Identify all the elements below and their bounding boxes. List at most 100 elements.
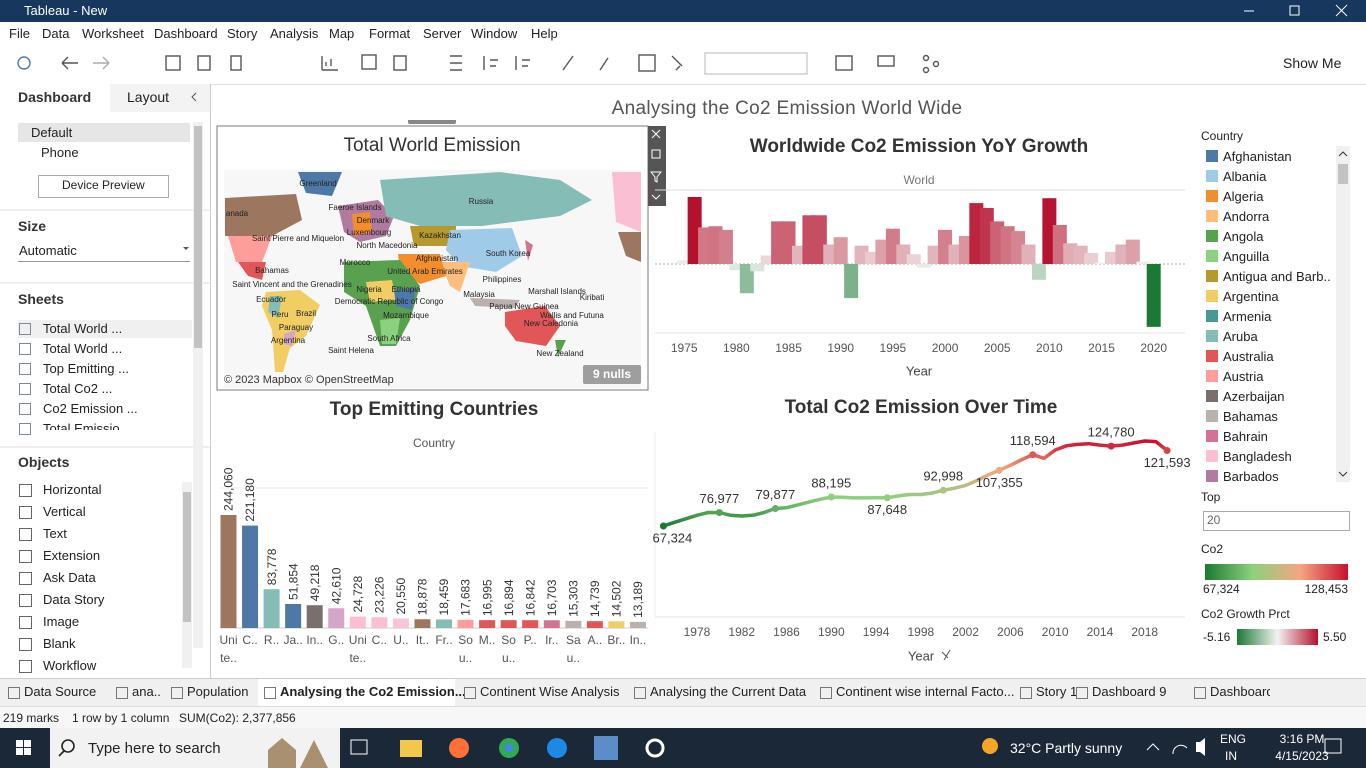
legend-swatch [1206,330,1218,342]
value-label: 221,180 [243,478,257,522]
device-preview-button[interactable] [38,175,169,198]
sheet-tab[interactable]: Continent wise internal Facto... [836,684,1015,699]
x-tick-label: 1985 [775,341,802,355]
sheet-tab[interactable]: Dashboard 9 [1092,684,1167,699]
point [715,509,723,517]
sheet-tab[interactable]: Analysing the Co2 Emission... [280,684,466,699]
menu-item[interactable]: Data [42,26,70,41]
sheet-item[interactable]: Top Emitting ... [43,361,129,376]
legend-item[interactable]: Armenia [1223,309,1272,324]
weather[interactable]: 32°C Partly sunny [1010,740,1123,756]
legend-item[interactable]: Angola [1223,229,1264,244]
window-controls[interactable] [1236,2,1356,20]
map-label: Kiribati [580,293,605,302]
menu-item[interactable]: Server [423,26,462,41]
legend-range-label: 128,453 [1304,582,1348,596]
menu-item[interactable]: Story [227,26,258,41]
top-value[interactable]: 20 [1207,513,1221,527]
bar [586,621,603,628]
legend-swatch [1206,170,1218,182]
clock-time[interactable]: 3:16 PM [1279,732,1325,746]
object-item[interactable]: Vertical [43,504,86,519]
sheet-item[interactable]: Co2 Emission ... [43,401,138,416]
point [1029,451,1037,459]
sheet-tab[interactable]: Dashboard [1210,684,1270,699]
side-tab[interactable]: Dashboard [18,89,92,105]
x-tick-label: 2015 [1088,341,1115,355]
legend-item[interactable]: Austria [1223,369,1264,384]
legend-item[interactable]: Algeria [1223,189,1264,204]
legend-item[interactable]: Afghanistan [1223,149,1292,164]
side-tab[interactable]: Layout [127,89,170,105]
point [827,493,835,501]
bar [1084,253,1099,264]
category-label: Sa u.. [565,633,581,665]
sheet-tab[interactable]: Continent Wise Analysis [480,684,620,699]
legend-item[interactable]: Andorra [1223,209,1270,224]
bar [392,618,409,628]
device-preview-label[interactable]: Device Preview [62,178,145,192]
object-item[interactable]: Image [43,614,80,629]
legend-item[interactable]: Barbados [1223,469,1279,484]
menu-item[interactable]: Worksheet [82,26,144,41]
legend-item[interactable]: Bahrain [1223,429,1268,444]
device-option[interactable]: Phone [41,145,79,160]
object-item[interactable]: Blank [43,636,76,651]
sheet-item[interactable]: Total World ... [43,321,123,336]
legend-item[interactable]: Azerbaijan [1223,389,1285,404]
object-item[interactable]: Workflow [43,658,97,673]
show-me-button[interactable]: Show Me [1283,55,1342,71]
legend-item[interactable]: Albania [1223,169,1267,184]
bar [306,605,323,628]
sheet-tab[interactable]: ana.. [132,684,161,699]
clock-date[interactable]: 4/15/2023 [1275,749,1329,763]
value-label: 92,998 [923,469,963,484]
x-tick-label: 1978 [684,625,711,639]
legend-swatch [1206,270,1218,282]
x-tick-label: 2010 [1042,625,1069,639]
value-label: 15,303 [566,580,580,617]
legend-item[interactable]: Australia [1223,349,1274,364]
status-bar [0,706,1366,729]
object-item[interactable]: Text [43,526,67,541]
legend-item[interactable]: Argentina [1223,289,1279,304]
menu-item[interactable]: Analysis [270,26,319,41]
object-item[interactable]: Ask Data [43,570,96,585]
legend-item[interactable]: Aruba [1223,329,1258,344]
sheet-item[interactable]: Total Emissio... [43,421,131,430]
map-label: Peru [272,310,289,319]
legend-scrollbar[interactable] [1336,146,1350,482]
language[interactable]: ENG [1220,732,1247,746]
legend-item[interactable]: Bahamas [1223,409,1278,424]
size-select[interactable]: Automatic [19,243,77,258]
active-sheet-tab [258,679,455,706]
sheet-tab[interactable]: Data Source [24,684,97,699]
object-item[interactable]: Extension [43,548,101,563]
legend-item[interactable]: Antigua and Barb.. [1223,269,1331,284]
top-input[interactable] [1203,511,1350,531]
x-tick-label: 1975 [671,341,698,355]
sheet-tab[interactable]: Analysing the Current Data [650,684,807,699]
legend-item[interactable]: Anguilla [1223,249,1270,264]
object-item[interactable]: Data Story [43,592,105,607]
device-option[interactable]: Default [31,125,73,140]
sheet-item[interactable]: Total World ... [43,341,123,356]
drag-handle[interactable] [408,120,456,124]
sheet-tab[interactable]: Story 1 [1036,684,1078,699]
toolbar [0,44,1366,85]
map-label: Ecuador [256,295,286,304]
search-placeholder[interactable]: Type here to search [88,740,221,757]
menu-item[interactable]: Help [531,26,558,41]
sheet-item[interactable]: Total Co2 ... [43,381,113,396]
language-region[interactable]: IN [1225,749,1237,763]
legend-item[interactable]: Bangladesh [1223,449,1292,464]
sheet-tab[interactable]: Population [187,684,249,699]
menu-item[interactable]: Map [329,26,355,41]
menu-item[interactable]: File [9,26,30,41]
map-tools[interactable] [648,126,666,206]
menu-item[interactable]: Format [369,26,411,41]
menu-item[interactable]: Window [471,26,518,41]
object-item[interactable]: Horizontal [43,482,102,497]
sheet-icon [19,423,31,435]
menu-item[interactable]: Dashboard [154,26,218,41]
